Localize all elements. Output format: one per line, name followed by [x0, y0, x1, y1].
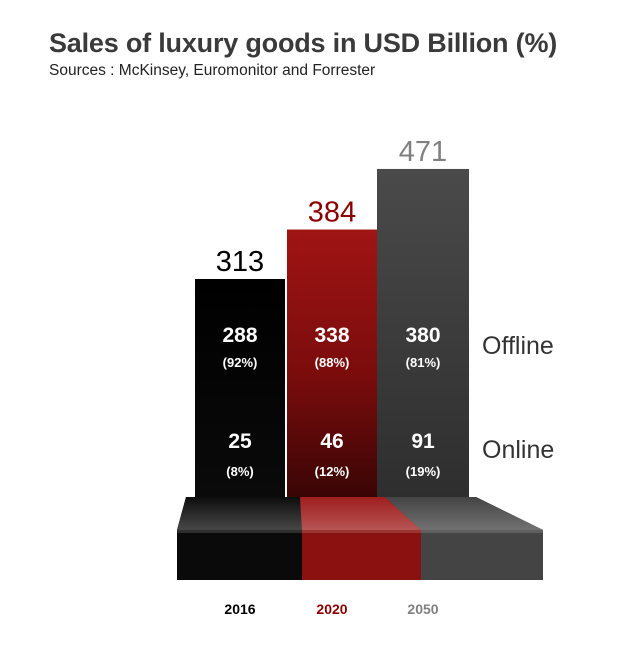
- total-label-2016: 313: [216, 246, 264, 278]
- share-label-offline-2016: (92%): [223, 355, 258, 370]
- total-label-2020: 384: [308, 197, 356, 229]
- share-label-online-2020: (12%): [315, 464, 350, 479]
- bar-2016: [195, 278, 285, 497]
- share-label-online-2016: (8%): [226, 464, 253, 479]
- value-label-online-2016: 25: [228, 430, 252, 453]
- share-label-offline-2020: (88%): [315, 355, 350, 370]
- x-tick-label-2050: 2050: [407, 601, 438, 617]
- value-label-online-2050: 91: [411, 430, 435, 453]
- bar-2050: [377, 168, 469, 498]
- x-tick-label-2020: 2020: [316, 601, 347, 617]
- value-label-offline-2020: 338: [314, 324, 349, 347]
- platform-front-2050: [421, 530, 543, 580]
- value-label-offline-2016: 288: [222, 324, 257, 347]
- labels-group: 313 288 (92%) 25 (8%) 2016 384 338 (88%) 46 (12%) 2…: [216, 136, 554, 617]
- platform-front-2016: [177, 530, 302, 580]
- share-label-offline-2050: (81%): [406, 355, 441, 370]
- platform-sheen: [177, 497, 543, 530]
- chart-platform: [177, 497, 543, 580]
- platform-edge: [177, 530, 543, 533]
- share-label-online-2050: (19%): [406, 464, 441, 479]
- chart-title: Sales of luxury goods in USD Billion (%): [49, 28, 558, 58]
- bars-group: [195, 168, 469, 498]
- bar-2020: [287, 229, 377, 497]
- chart-subtitle: Sources : McKinsey, Euromonitor and Forr…: [49, 62, 376, 79]
- row-label-offline: Offline: [482, 332, 554, 360]
- total-label-2050: 471: [399, 136, 447, 168]
- x-tick-label-2016: 2016: [224, 601, 255, 617]
- value-label-offline-2050: 380: [405, 324, 440, 347]
- row-label-online: Online: [482, 436, 554, 464]
- value-label-online-2020: 46: [320, 430, 343, 453]
- platform-front-2020: [302, 530, 421, 580]
